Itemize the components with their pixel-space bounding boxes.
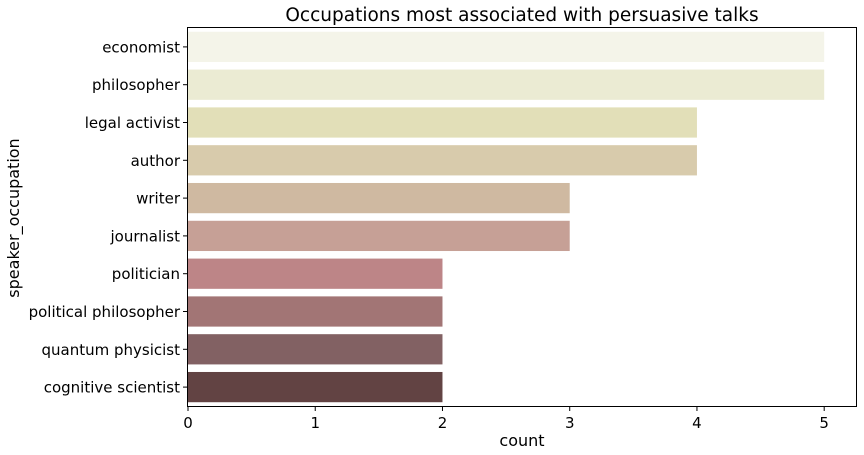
bars-group — [188, 31, 825, 403]
y-tick-label: quantum physicist — [42, 341, 181, 359]
x-tick-label: 2 — [438, 414, 448, 432]
plot-frame — [187, 27, 857, 407]
x-tick-label: 1 — [310, 414, 320, 432]
y-tick-label: writer — [136, 190, 181, 208]
bar-economist — [188, 31, 825, 63]
x-axis-label: count — [499, 431, 544, 450]
y-axis-label: speaker_occupation — [4, 138, 24, 297]
chart-title: Occupations most associated with persuas… — [285, 5, 758, 26]
bar-quantum-physicist — [188, 334, 443, 365]
y-tick-label: philosopher — [92, 76, 181, 94]
y-tick-label: legal activist — [85, 114, 180, 132]
x-tick-label: 4 — [692, 414, 702, 432]
bar-legal-activist — [188, 107, 697, 138]
bar-political-philosopher — [188, 296, 443, 327]
bar-cognitive-scientist — [188, 371, 443, 403]
y-tick-label: politician — [112, 265, 180, 283]
bar-philosopher — [188, 69, 825, 100]
bar-politician — [188, 258, 443, 289]
y-tick-label: cognitive scientist — [44, 379, 180, 397]
x-tick-label: 5 — [819, 414, 829, 432]
x-tick-label: 3 — [565, 414, 575, 432]
bar-journalist — [188, 220, 570, 252]
x-ticks: 0 1 2 3 4 5 — [183, 406, 829, 432]
y-tick-label: economist — [102, 38, 180, 56]
y-tick-label: author — [131, 152, 181, 170]
y-tick-labels: economist philosopher legal activist author… — [29, 38, 188, 397]
bar-writer — [188, 182, 570, 214]
x-tick-label: 0 — [183, 414, 193, 432]
bar-author — [188, 145, 697, 176]
y-tick-label: political philosopher — [29, 303, 181, 321]
y-tick-label: journalist — [110, 227, 181, 245]
